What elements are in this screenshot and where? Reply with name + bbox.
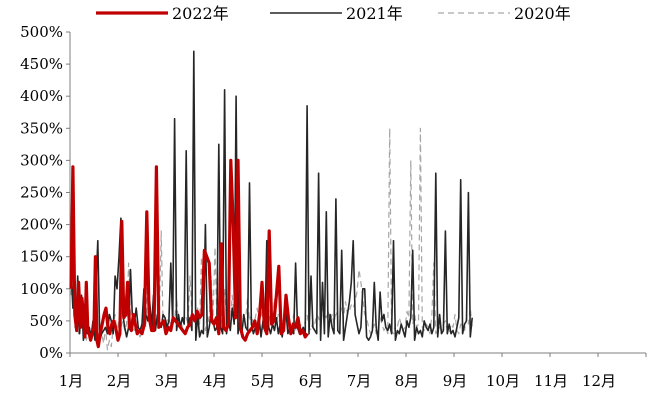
x-tick-label: 3月 — [155, 372, 180, 390]
x-tick-label: 10月 — [486, 372, 520, 390]
series-group — [69, 50, 473, 351]
y-tick-label: 200% — [20, 216, 63, 234]
y-tick-label: 250% — [20, 184, 63, 202]
y-tick-label: 350% — [20, 119, 63, 137]
y-tick-label: 50% — [30, 312, 63, 330]
y-axis: 0% 50% 100% 150% 200% 250% 300% 350% 400% 450% 500… — [20, 23, 71, 362]
y-tick-label: 400% — [20, 87, 63, 105]
x-tick-label: 2月 — [107, 372, 132, 390]
x-tick-label: 6月 — [299, 372, 324, 390]
y-tick-label: 150% — [20, 248, 63, 266]
legend-label-0: 2022年 — [172, 4, 229, 23]
y-tick-label: 300% — [20, 151, 63, 169]
series-line-0 — [69, 158, 309, 349]
y-tick-label: 450% — [20, 55, 63, 73]
x-tick-label: 12月 — [582, 372, 616, 390]
series-line-1 — [70, 50, 473, 341]
y-tick-label: 0% — [39, 344, 63, 362]
x-axis: 1月 2月 3月 4月 5月 6月 7月 8月 9月 10月 11月 12月 — [59, 352, 647, 390]
y-tick-label: 100% — [20, 280, 63, 298]
x-tick-label: 11月 — [534, 372, 568, 390]
x-tick-label: 4月 — [203, 372, 228, 390]
legend: 2022年 2021年 2020年 — [96, 4, 571, 23]
y-tick-label: 500% — [20, 23, 63, 41]
legend-label-2: 2020年 — [514, 4, 571, 23]
x-tick-label: 7月 — [347, 372, 372, 390]
x-tick-label: 9月 — [443, 372, 468, 390]
x-tick-label: 8月 — [395, 372, 420, 390]
x-tick-label: 1月 — [59, 372, 84, 390]
legend-label-1: 2021年 — [346, 4, 403, 23]
x-tick-label: 5月 — [251, 372, 276, 390]
